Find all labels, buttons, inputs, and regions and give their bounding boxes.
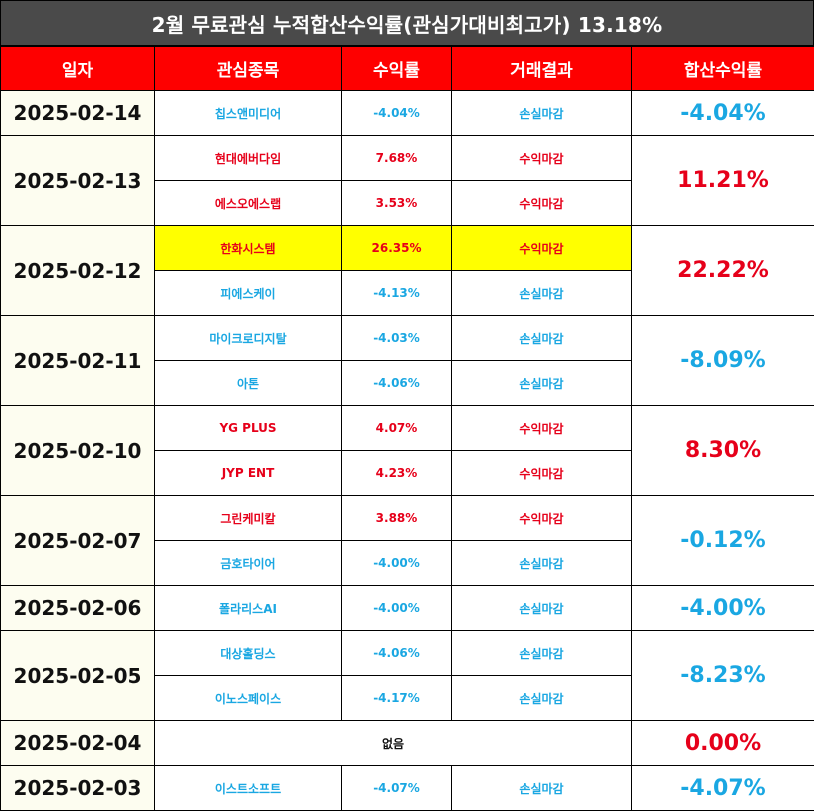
return-cell: -4.07% xyxy=(341,765,452,811)
stock-name-cell: 피에스케이 xyxy=(154,270,342,316)
return-cell: 4.23% xyxy=(341,450,452,496)
result-cell: 수익마감 xyxy=(451,180,632,226)
stock-name-cell: 칩스앤미디어 xyxy=(154,90,342,136)
table-row: 2025-02-05 대상홀딩스 -4.06% 손실마감 -8.23% xyxy=(0,630,814,721)
table-row: 이노스페이스 -4.17% 손실마감 xyxy=(1,675,814,721)
result-cell: 손실마감 xyxy=(451,630,632,676)
result-cell: 손실마감 xyxy=(451,675,632,721)
stock-name-cell: 아톤 xyxy=(154,360,342,406)
total-return-cell: -4.00% xyxy=(631,585,814,631)
no-trade-cell: 없음 xyxy=(154,720,632,766)
stock-name-cell: 한화시스템 xyxy=(154,225,342,271)
return-cell: 26.35% xyxy=(341,225,452,271)
result-cell: 손실마감 xyxy=(451,585,632,631)
table-row: 2025-02-13 현대에버다임 7.68% 수익마감 11.21% xyxy=(0,135,814,226)
total-return-cell: 22.22% xyxy=(631,225,814,316)
date-cell: 2025-02-12 xyxy=(0,225,155,316)
result-cell: 수익마감 xyxy=(451,450,632,496)
stock-name-cell: 대상홀딩스 xyxy=(154,630,342,676)
result-cell: 손실마감 xyxy=(451,270,632,316)
stock-name-cell: 이노스페이스 xyxy=(154,675,342,721)
result-cell: 손실마감 xyxy=(451,315,632,361)
return-cell: -4.06% xyxy=(341,360,452,406)
table-row: 에스오에스랩 3.53% 수익마감 xyxy=(1,180,814,226)
table-row: 2025-02-03 이스트소프트 -4.07% 손실마감 -4.07% xyxy=(0,765,814,811)
total-return-cell: -0.12% xyxy=(631,495,814,586)
date-cell: 2025-02-05 xyxy=(0,630,155,721)
table-row: 2025-02-06 폴라리스AI -4.00% 손실마감 -4.00% xyxy=(0,585,814,631)
total-return-cell: 0.00% xyxy=(631,720,814,766)
table-row: 2025-02-14 칩스앤미디어 -4.04% 손실마감 -4.04% xyxy=(0,90,814,136)
table-row: 2025-02-10 YG PLUS 4.07% 수익마감 8.30% xyxy=(0,405,814,496)
return-cell: 7.68% xyxy=(341,135,452,181)
total-return-cell: -8.09% xyxy=(631,315,814,406)
table-row: 2025-02-07 그린케미칼 3.88% 수익마감 -0.12% xyxy=(0,495,814,586)
total-return-cell: 8.30% xyxy=(631,405,814,496)
table-row: 피에스케이 -4.13% 손실마감 xyxy=(1,270,814,316)
return-cell: 4.07% xyxy=(341,405,452,451)
stock-name-cell: 에스오에스랩 xyxy=(154,180,342,226)
header-return: 수익률 xyxy=(341,46,452,91)
stock-name-cell: 폴라리스AI xyxy=(154,585,342,631)
table-row: 금호타이어 -4.00% 손실마감 xyxy=(1,540,814,586)
total-return-cell: 11.21% xyxy=(631,135,814,226)
table-row: JYP ENT 4.23% 수익마감 xyxy=(1,450,814,496)
total-return-cell: -4.07% xyxy=(631,765,814,811)
date-cell: 2025-02-10 xyxy=(0,405,155,496)
stock-name-cell: 이스트소프트 xyxy=(154,765,342,811)
table-row: 2025-02-04 없음 0.00% xyxy=(0,720,814,766)
header-result: 거래결과 xyxy=(451,46,632,91)
returns-table: 일자 관심종목 수익률 거래결과 합산수익률 2025-02-14 칩스앤미디어 -… xyxy=(0,46,814,811)
result-cell: 손실마감 xyxy=(451,360,632,406)
stock-name-cell: 현대에버다임 xyxy=(154,135,342,181)
return-cell: 3.53% xyxy=(341,180,452,226)
result-cell: 수익마감 xyxy=(451,225,632,271)
date-cell: 2025-02-06 xyxy=(0,585,155,631)
return-cell: -4.00% xyxy=(341,585,452,631)
date-cell: 2025-02-14 xyxy=(0,90,155,136)
date-cell: 2025-02-04 xyxy=(0,720,155,766)
return-cell: -4.06% xyxy=(341,630,452,676)
stock-name-cell: 금호타이어 xyxy=(154,540,342,586)
result-cell: 수익마감 xyxy=(451,495,632,541)
header-stock: 관심종목 xyxy=(154,46,342,91)
page-title: 2월 무료관심 누적합산수익률(관심가대비최고가) 13.18% xyxy=(0,0,814,46)
date-cell: 2025-02-03 xyxy=(0,765,155,811)
stock-name-cell: 그린케미칼 xyxy=(154,495,342,541)
date-cell: 2025-02-07 xyxy=(0,495,155,586)
result-cell: 손실마감 xyxy=(451,765,632,811)
return-cell: -4.13% xyxy=(341,270,452,316)
table-row: 2025-02-11 마이크로디지탈 -4.03% 손실마감 -8.09% xyxy=(0,315,814,406)
stock-name-cell: JYP ENT xyxy=(154,450,342,496)
stock-name-cell: 마이크로디지탈 xyxy=(154,315,342,361)
return-cell: -4.04% xyxy=(341,90,452,136)
return-cell: -4.03% xyxy=(341,315,452,361)
return-cell: -4.17% xyxy=(341,675,452,721)
result-cell: 손실마감 xyxy=(451,540,632,586)
table-row: 2025-02-12 한화시스템 26.35% 수익마감 22.22% xyxy=(0,225,814,316)
header-date: 일자 xyxy=(0,46,155,91)
return-cell: -4.00% xyxy=(341,540,452,586)
return-cell: 3.88% xyxy=(341,495,452,541)
date-cell: 2025-02-13 xyxy=(0,135,155,226)
header-total-return: 합산수익률 xyxy=(631,46,814,91)
header-row: 일자 관심종목 수익률 거래결과 합산수익률 xyxy=(0,46,814,91)
total-return-cell: -4.04% xyxy=(631,90,814,136)
stock-name-cell: YG PLUS xyxy=(154,405,342,451)
result-cell: 손실마감 xyxy=(451,90,632,136)
total-return-cell: -8.23% xyxy=(631,630,814,721)
table-row: 아톤 -4.06% 손실마감 xyxy=(1,360,814,406)
date-cell: 2025-02-11 xyxy=(0,315,155,406)
result-cell: 수익마감 xyxy=(451,405,632,451)
result-cell: 수익마감 xyxy=(451,135,632,181)
